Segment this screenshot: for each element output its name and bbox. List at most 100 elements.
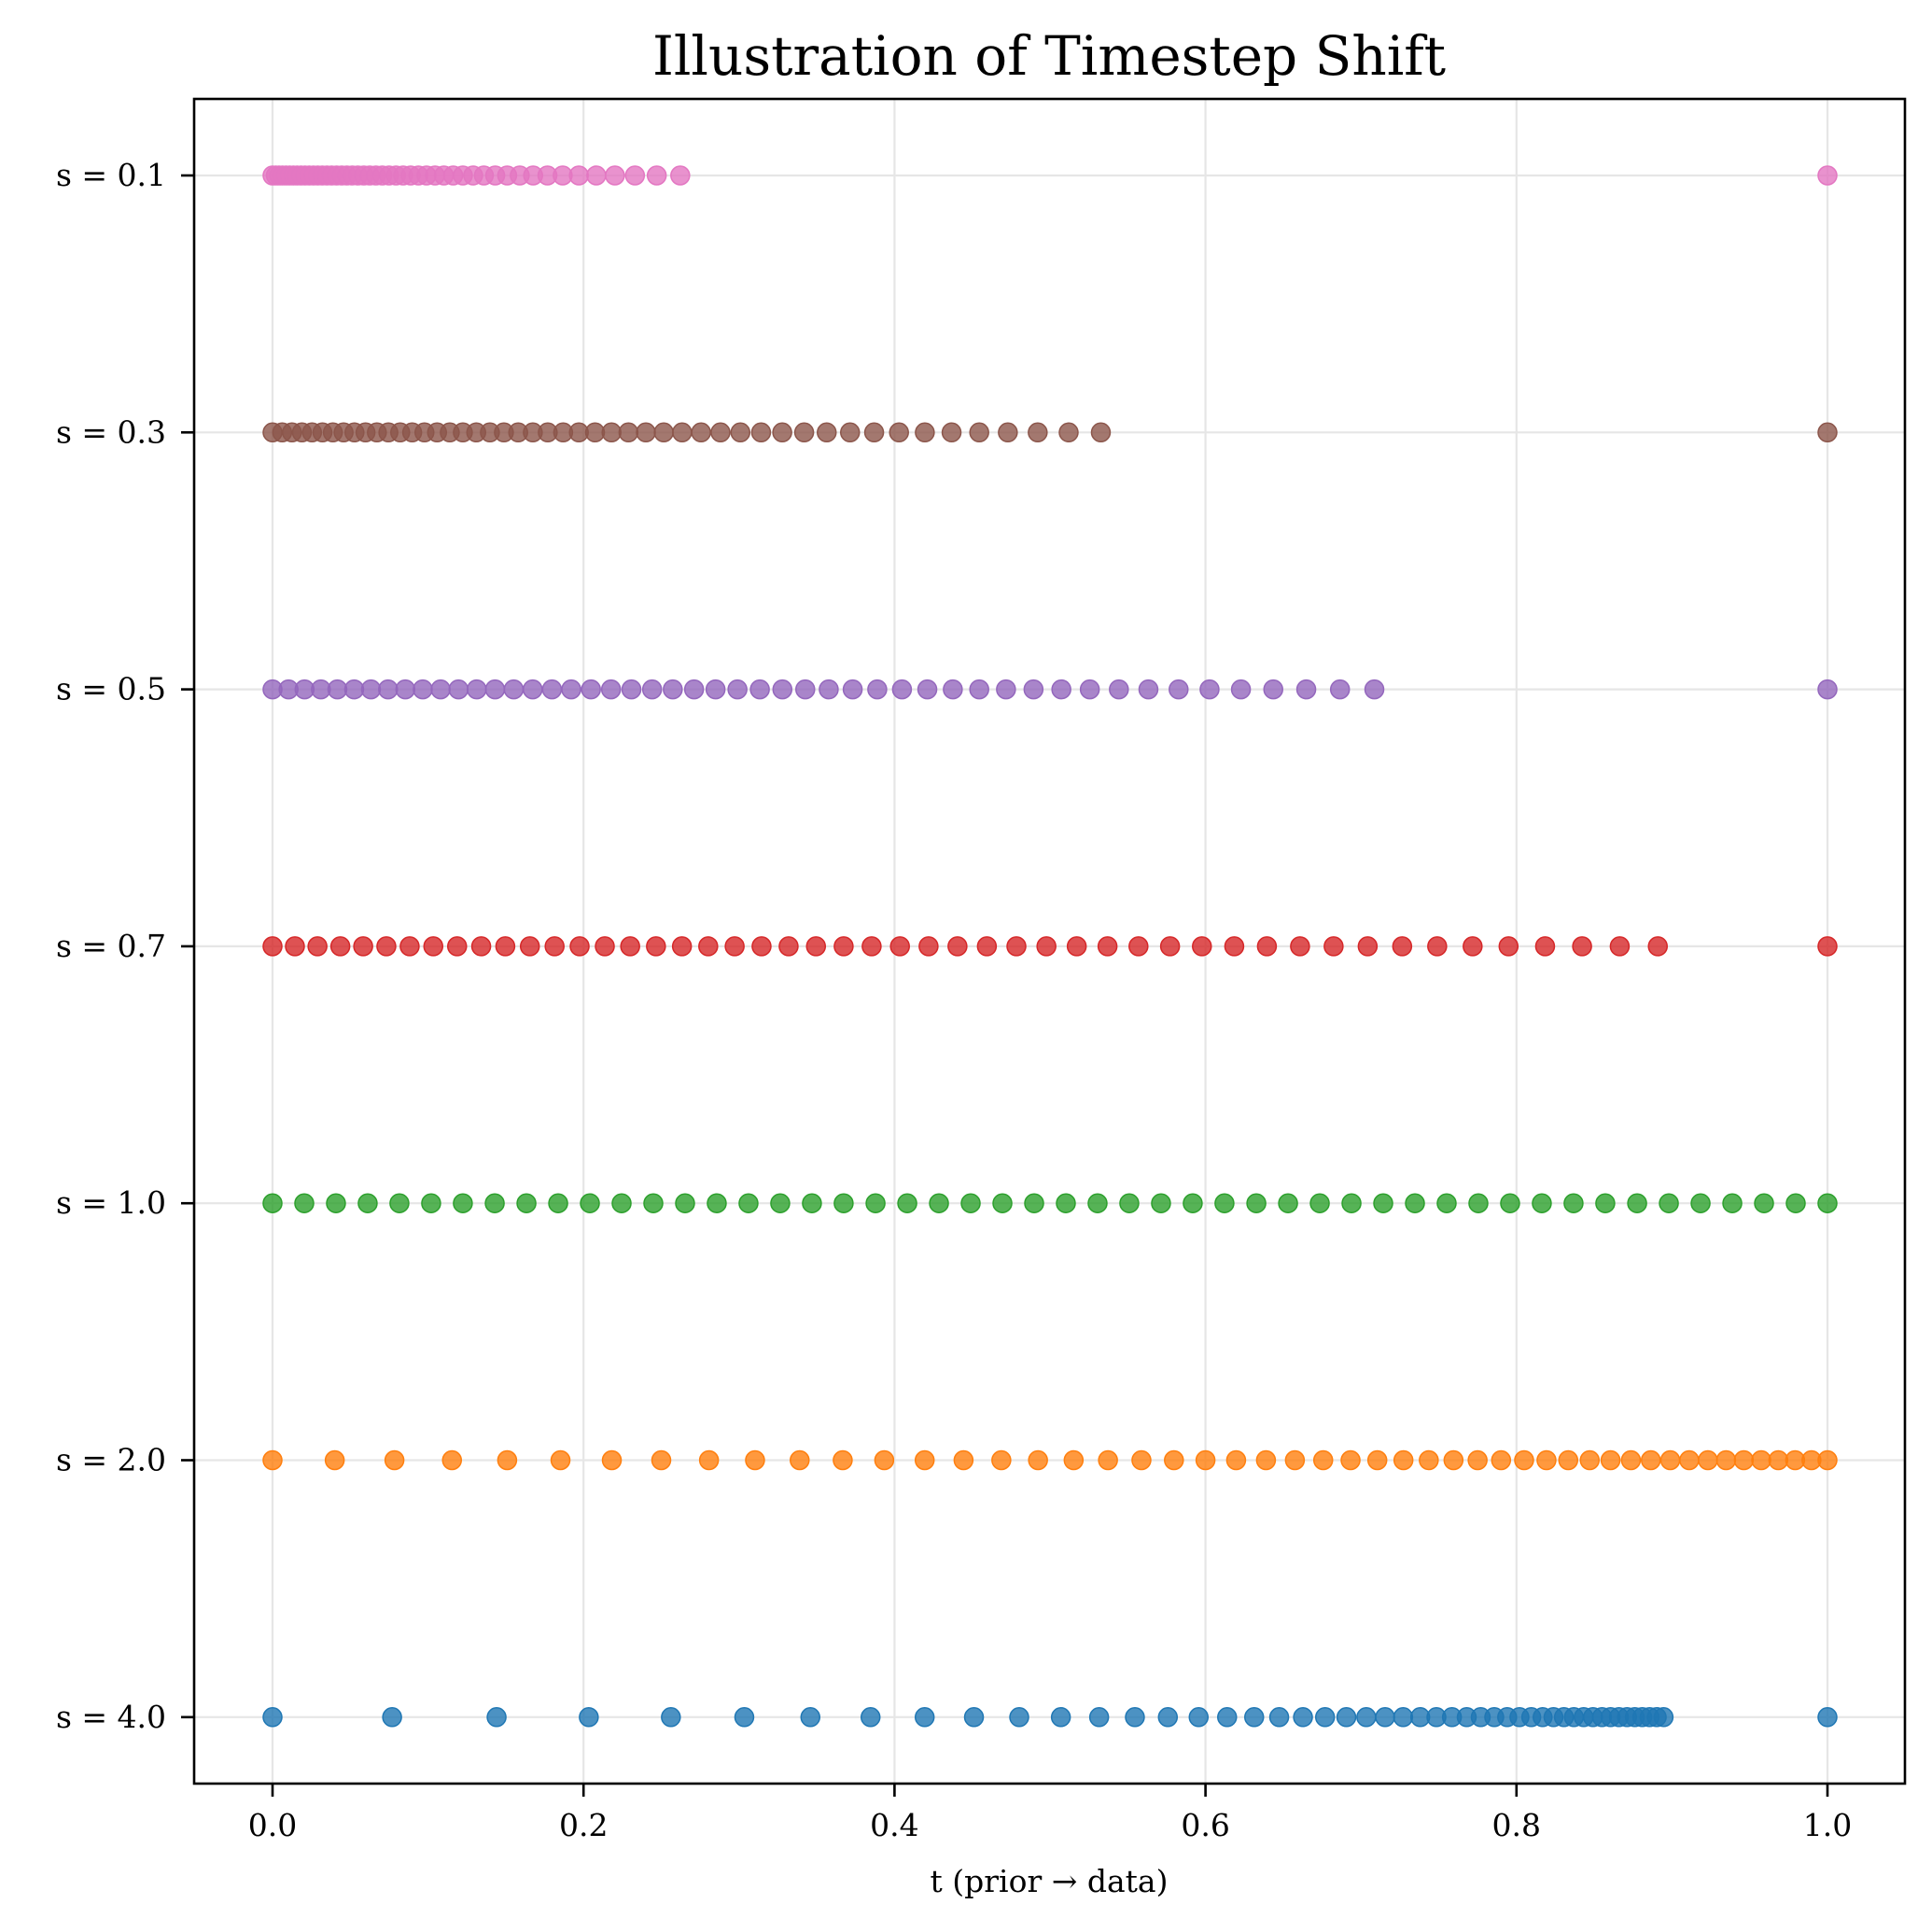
data-point [1192,936,1212,957]
data-point [998,422,1018,443]
data-point [833,1449,853,1471]
data-point [1768,1449,1789,1471]
data-point [772,679,793,700]
data-point [1817,422,1838,443]
data-point [441,1449,463,1471]
data-point [842,679,863,700]
x-tick-label: 1.0 [1803,1807,1852,1843]
data-point [991,1449,1012,1471]
data-point [1164,1449,1184,1471]
data-point [1364,679,1385,700]
data-point [867,679,888,700]
data-point [833,936,854,957]
data-point [1817,1707,1838,1728]
data-point [661,1707,681,1728]
data-point [996,679,1016,700]
data-point [1028,1449,1048,1471]
data-point [917,679,938,700]
data-point [580,1193,600,1213]
data-point [1393,1707,1414,1728]
series-1-0 [262,1193,1838,1213]
data-point [595,936,615,957]
data-point [327,679,348,700]
data-point [1199,679,1220,700]
data-point [1366,1449,1388,1471]
data-point [1109,679,1129,700]
data-point [960,1193,981,1213]
data-point [1028,422,1048,443]
data-point [1620,1449,1642,1471]
data-point [683,679,705,700]
data-point [976,936,998,957]
data-point [389,1193,410,1213]
data-point [840,422,861,443]
data-point [790,1449,810,1471]
data-point [1246,1193,1267,1213]
data-point [1491,1449,1512,1471]
data-point [1087,1193,1108,1213]
data-point [1188,1707,1210,1728]
data-point [262,1193,283,1213]
data-point [1468,1193,1489,1213]
data-point [430,679,451,700]
data-point [914,1707,935,1728]
data-point [963,1707,985,1728]
data-point [1119,1193,1140,1213]
data-point [519,936,540,957]
data-point [1595,1193,1616,1213]
data-point [1036,936,1057,957]
data-point [778,936,799,957]
data-point [285,936,305,957]
data-point [929,1193,949,1213]
data-point [1751,1449,1771,1471]
data-point [1392,936,1413,957]
data-point [1653,1707,1674,1728]
data-point [1224,936,1245,957]
data-point [262,936,283,957]
data-point [1698,1449,1718,1471]
y-tick-label: s = 0.1 [56,157,166,193]
data-point [621,679,642,700]
data-point [670,165,691,186]
data-point [992,1193,1013,1213]
data-point [861,936,882,957]
series-2-0 [262,1449,1838,1471]
data-point [569,936,590,957]
y-tick-label: s = 1.0 [56,1184,166,1221]
data-point [1405,1193,1425,1213]
data-point [734,1707,755,1728]
data-point [795,679,816,700]
data-point [1733,1449,1755,1471]
data-point [329,936,351,957]
data-point [671,936,693,957]
data-point [294,1193,315,1213]
data-point [1436,1193,1457,1213]
data-point [969,422,989,443]
data-point [1463,936,1483,957]
data-point [605,165,625,186]
data-point [1157,1707,1179,1728]
data-point [620,936,640,957]
y-tick-label: s = 2.0 [56,1442,166,1478]
series-0-7 [262,936,1838,957]
data-point [1498,936,1519,957]
data-point [1131,1449,1152,1471]
data-point [707,1193,727,1213]
data-point [1051,679,1071,700]
data-point [1314,1707,1336,1728]
data-point [343,679,365,700]
x-axis-label: t (prior → data) [931,1863,1169,1899]
data-point [1183,1193,1203,1213]
data-point [1125,1707,1145,1728]
data-point [863,422,885,443]
data-point [1443,1449,1464,1471]
data-point [1056,1193,1076,1213]
data-point [307,936,328,957]
data-point [1323,936,1344,957]
data-point [745,1449,765,1471]
data-point [675,1193,695,1213]
series-4-0 [262,1707,1838,1728]
data-point [800,1707,821,1728]
